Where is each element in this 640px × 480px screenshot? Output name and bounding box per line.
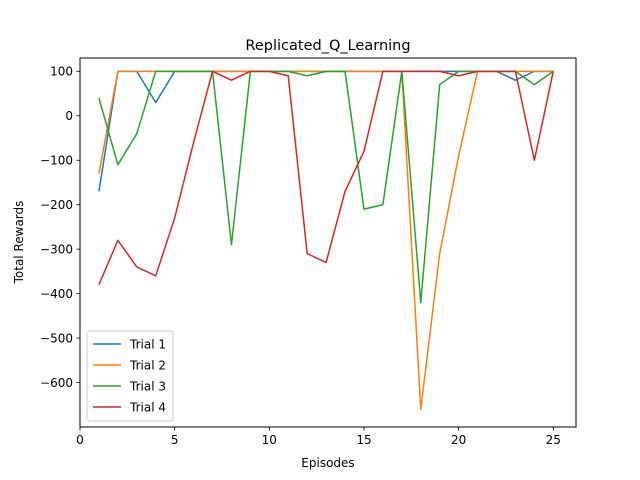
y-axis: −600 −500 −400 −300 −200 −100 0 100 (40, 65, 80, 390)
legend-label-trial-2: Trial 2 (129, 358, 166, 372)
legend-label-trial-3: Trial 3 (129, 379, 166, 393)
x-axis-label: Episodes (301, 456, 354, 470)
legend-label-trial-4: Trial 4 (129, 400, 166, 414)
x-axis: 0 5 10 15 20 25 (76, 427, 561, 447)
y-tick-label: −600 (40, 376, 73, 390)
y-tick-label: −400 (40, 287, 73, 301)
axes-frame (79, 57, 577, 428)
legend: Trial 1 Trial 2 Trial 3 Trial 4 (86, 330, 174, 422)
x-tick-label: 20 (451, 433, 466, 447)
series-line-trial-4 (98, 70, 555, 286)
series-line-trial-1 (98, 70, 554, 192)
legend-label-trial-1: Trial 1 (129, 337, 166, 351)
y-tick-label: −500 (40, 331, 73, 345)
y-tick-label: −100 (40, 154, 73, 168)
y-tick-label: −200 (40, 198, 73, 212)
plot-area (98, 70, 555, 410)
y-tick-label: −300 (40, 242, 73, 256)
y-tick-label: 100 (50, 65, 73, 79)
x-tick-label: 15 (356, 433, 371, 447)
y-axis-label: Total Rewards (12, 201, 26, 285)
chart-title: Replicated_Q_Learning (245, 38, 410, 54)
x-tick-label: 25 (546, 433, 561, 447)
legend-box (86, 330, 174, 422)
series-line-trial-3 (98, 70, 554, 304)
x-tick-label: 5 (171, 433, 179, 447)
x-tick-label: 0 (76, 433, 84, 447)
y-tick-label: 0 (65, 109, 73, 123)
x-tick-label: 10 (262, 433, 277, 447)
